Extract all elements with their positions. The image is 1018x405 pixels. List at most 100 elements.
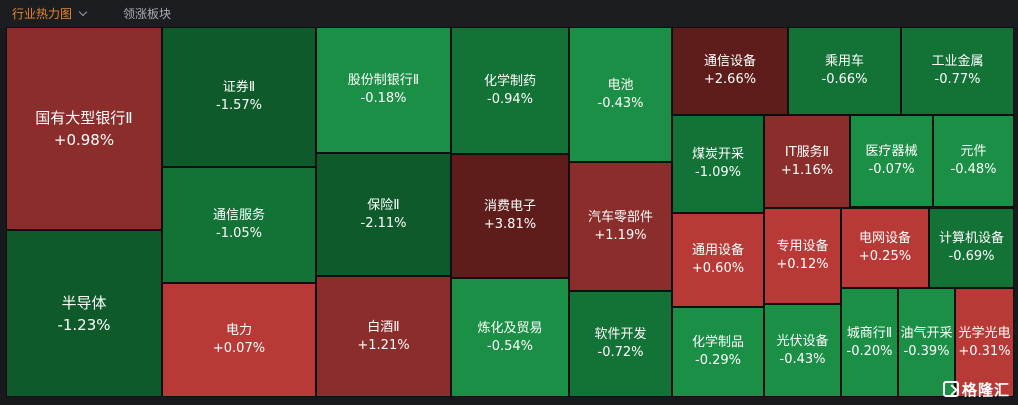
tile-change: -0.94% [487, 91, 533, 107]
tile-change: +0.98% [53, 130, 115, 149]
heatmap-tile[interactable]: 保险Ⅱ -2.11% [317, 154, 450, 275]
tile-change: -0.18% [360, 91, 407, 106]
tab-leading-sectors-label: 领涨板块 [123, 7, 172, 21]
tile-change: -0.20% [846, 343, 893, 359]
tile-change: -0.39% [903, 343, 950, 359]
tile-name: 乘用车 [824, 54, 864, 69]
tile-name: 白酒Ⅱ [367, 319, 400, 335]
tile-name: 电网设备 [858, 231, 911, 246]
heatmap-tile[interactable]: 软件开发 -0.72% [570, 292, 671, 396]
tile-name: 通信设备 [703, 54, 756, 69]
heatmap-tile[interactable]: 电池 -0.43% [570, 28, 671, 161]
chevron-down-icon[interactable] [78, 7, 88, 17]
heatmap-tile[interactable]: 计算机设备 -0.69% [930, 209, 1013, 287]
tile-change: +3.81% [483, 217, 537, 232]
tile-change: +2.66% [703, 72, 757, 87]
heatmap-tile[interactable]: IT服务Ⅱ +1.16% [765, 116, 849, 207]
tile-change: +1.19% [594, 227, 647, 243]
tab-industry-heatmap[interactable]: 行业热力图 [12, 7, 88, 21]
tile-name: 元件 [960, 144, 987, 159]
heatmap-tile[interactable]: 半导体 -1.23% [7, 231, 161, 396]
tile-name: 电力 [225, 323, 252, 338]
tile-change: -0.43% [597, 95, 644, 111]
tile-change: +0.25% [858, 249, 912, 264]
tile-name: 炼化及贸易 [477, 320, 543, 336]
tile-name: 光伏设备 [776, 333, 829, 349]
heatmap-tile[interactable]: 炼化及贸易 -0.54% [452, 279, 568, 396]
tile-change: -0.29% [695, 353, 741, 368]
heatmap-tile[interactable]: 通信服务 -1.05% [163, 168, 315, 282]
tile-name: 专用设备 [776, 239, 829, 254]
heatmap-tile[interactable]: 化学制品 -0.29% [673, 308, 763, 396]
tile-change: -0.66% [821, 72, 868, 87]
tile-change: -0.72% [597, 345, 644, 360]
heatmap-tile[interactable]: 医疗器械 -0.07% [851, 116, 932, 206]
tile-change: -1.57% [216, 98, 262, 113]
tab-leading-sectors[interactable]: 领涨板块 [123, 7, 171, 21]
tile-change: +1.21% [357, 337, 410, 353]
tab-industry-heatmap-label: 行业热力图 [12, 7, 73, 21]
heatmap-tile[interactable]: 煤炭开采 -1.09% [673, 116, 763, 212]
tile-name: 油气开采 [900, 325, 953, 341]
tile-name: 消费电子 [483, 199, 536, 214]
heatmap-tile[interactable]: 化学制药 -0.94% [452, 28, 568, 153]
heatmap-tile[interactable]: 光伏设备 -0.43% [765, 305, 840, 396]
tile-change: -1.05% [216, 226, 262, 241]
tile-name: 半导体 [61, 293, 107, 312]
heatmap-tile[interactable]: 乘用车 -0.66% [789, 28, 900, 114]
tile-name: 计算机设备 [938, 231, 1004, 246]
heatmap-tile[interactable]: 消费电子 +3.81% [452, 155, 568, 277]
tile-name: 工业金属 [931, 54, 984, 69]
heatmap-tile[interactable]: 专用设备 +0.12% [765, 209, 840, 303]
tile-name: 电池 [607, 77, 634, 93]
tile-change: +0.31% [958, 343, 1011, 359]
top-bar: 行业热力图 领涨板块 [0, 0, 1018, 28]
heatmap-tile[interactable]: 元件 -0.48% [934, 116, 1013, 206]
heatmap-tile[interactable]: 电网设备 +0.25% [842, 209, 928, 287]
tile-name: 化学制品 [691, 335, 744, 350]
heatmap-tile[interactable]: 油气开采 -0.39% [899, 289, 954, 396]
heatmap-tile[interactable]: 工业金属 -0.77% [902, 28, 1013, 114]
heatmap-tile[interactable]: 通用设备 +0.60% [673, 214, 763, 306]
tile-name: 软件开发 [594, 327, 647, 342]
tile-name: 股份制银行Ⅱ [347, 73, 420, 88]
heatmap-tile[interactable]: 证券Ⅱ -1.57% [163, 28, 315, 166]
tile-name: 通用设备 [691, 243, 744, 258]
tile-name: 国有大型银行Ⅱ [35, 108, 133, 127]
heatmap-tile[interactable]: 股份制银行Ⅱ -0.18% [317, 28, 450, 152]
industry-heatmap: 国有大型银行Ⅱ +0.98% 半导体 -1.23% 证券Ⅱ -1.57% 通信服务 -1.05… [6, 27, 1014, 397]
tile-name: IT服务Ⅱ [784, 144, 830, 160]
tile-change: -1.09% [695, 165, 741, 180]
tile-name: 化学制药 [483, 73, 536, 89]
watermark-text: 格隆汇 [961, 380, 1010, 399]
tile-change: +0.07% [212, 341, 266, 356]
logo-icon [942, 381, 959, 397]
heatmap-tile[interactable]: 汽车零部件 +1.19% [570, 163, 671, 290]
heatmap-tile[interactable]: 城商行Ⅱ -0.20% [842, 289, 897, 396]
tile-change: -0.48% [950, 162, 997, 177]
tile-change: -0.43% [779, 351, 826, 367]
heatmap-tile[interactable]: 电力 +0.07% [163, 284, 315, 396]
tile-name: 医疗器械 [865, 144, 918, 159]
tile-change: -0.54% [487, 338, 533, 354]
tile-name: 城商行Ⅱ [846, 325, 893, 341]
tile-change: -0.77% [934, 72, 981, 87]
tile-change: -2.11% [360, 215, 407, 231]
tile-change: -1.23% [57, 315, 111, 334]
tile-change: -0.69% [948, 249, 995, 264]
heatmap-tile[interactable]: 白酒Ⅱ +1.21% [317, 277, 450, 396]
tile-name: 煤炭开采 [691, 147, 744, 162]
tile-name: 证券Ⅱ [222, 80, 256, 95]
watermark-logo: 格隆汇 [942, 379, 1010, 399]
tile-name: 保险Ⅱ [367, 197, 400, 213]
heatmap-tile[interactable]: 光学光电 +0.31% [956, 289, 1013, 396]
tile-change: -0.07% [868, 162, 915, 177]
tile-change: +1.16% [780, 162, 834, 178]
tile-change: +0.12% [776, 257, 829, 272]
tile-name: 光学光电 [958, 325, 1011, 341]
tile-name: 通信服务 [212, 208, 265, 223]
heatmap-tile[interactable]: 通信设备 +2.66% [673, 28, 787, 114]
tile-name: 汽车零部件 [587, 209, 653, 225]
heatmap-tile[interactable]: 国有大型银行Ⅱ +0.98% [7, 28, 161, 229]
tile-change: +0.60% [691, 261, 745, 276]
